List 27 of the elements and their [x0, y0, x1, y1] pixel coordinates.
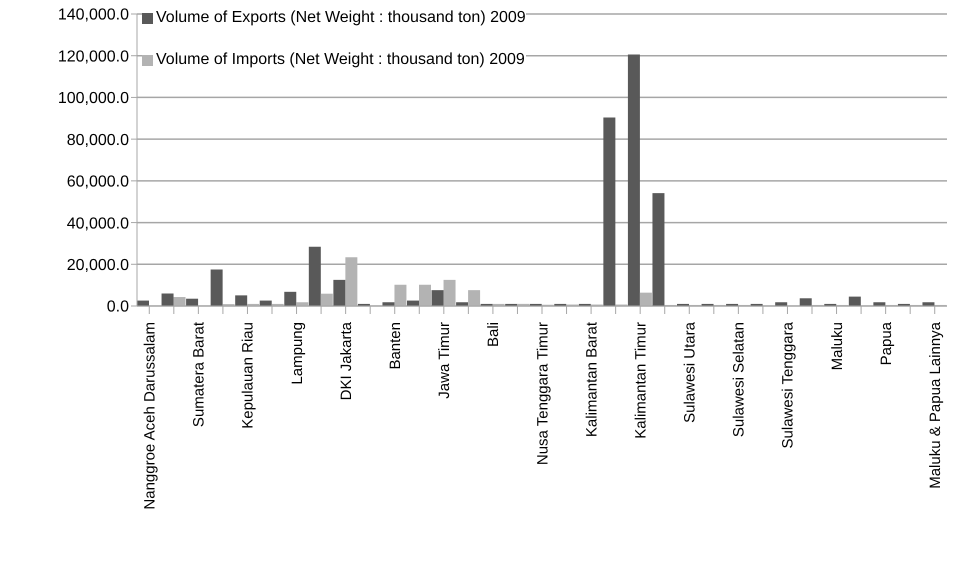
x-tick-label: Bali: [485, 322, 502, 348]
x-tick-label: Kalimantan Barat: [583, 321, 600, 438]
x-tick-label: Sulawesi Utara: [682, 321, 699, 423]
y-tick-label: 20,000.0: [66, 256, 130, 274]
x-tick-label: Sulawesi Tenggara: [780, 321, 797, 448]
x-tick-label: Maluku & Papua Lainnya: [926, 321, 944, 489]
x-tick-label: Kalimantan Timur: [632, 322, 650, 439]
y-tick-label: 60,000.0: [66, 174, 130, 191]
x-tick-label: Sumatera Barat: [190, 321, 208, 428]
x-tick-label: Lampung: [288, 322, 306, 385]
x-tick-label: Jawa Timur: [436, 322, 454, 399]
x-tick-label: DKI Jakarta: [338, 321, 355, 400]
y-tick-label: 100,000.0: [58, 90, 130, 108]
y-tick-label: 40,000.0: [66, 215, 130, 232]
x-tick-label: Papua: [878, 321, 895, 366]
x-tick-label: Nusa Tenggara Timur: [534, 322, 552, 466]
y-tick-label: 0.0: [106, 298, 130, 316]
y-tick-label: 80,000.0: [66, 132, 130, 149]
y-tick-label: 140,000.0: [58, 6, 130, 24]
y-tick-label: 120,000.0: [58, 48, 130, 66]
legend-label: Volume of Imports (Net Weight : thousand ton) 2009: [156, 51, 525, 69]
x-tick-label: Sulawesi Selatan: [730, 322, 748, 438]
x-tick-label: Banten: [386, 322, 404, 370]
x-tick-label: Maluku: [828, 322, 846, 370]
x-tick-label: Nanggroe Aceh Darussalam: [142, 322, 159, 510]
legend-label: Volume of Exports (Net Weight : thousand ton) 2009: [156, 9, 526, 27]
x-tick-label: Kepulauan Riau: [240, 322, 257, 429]
